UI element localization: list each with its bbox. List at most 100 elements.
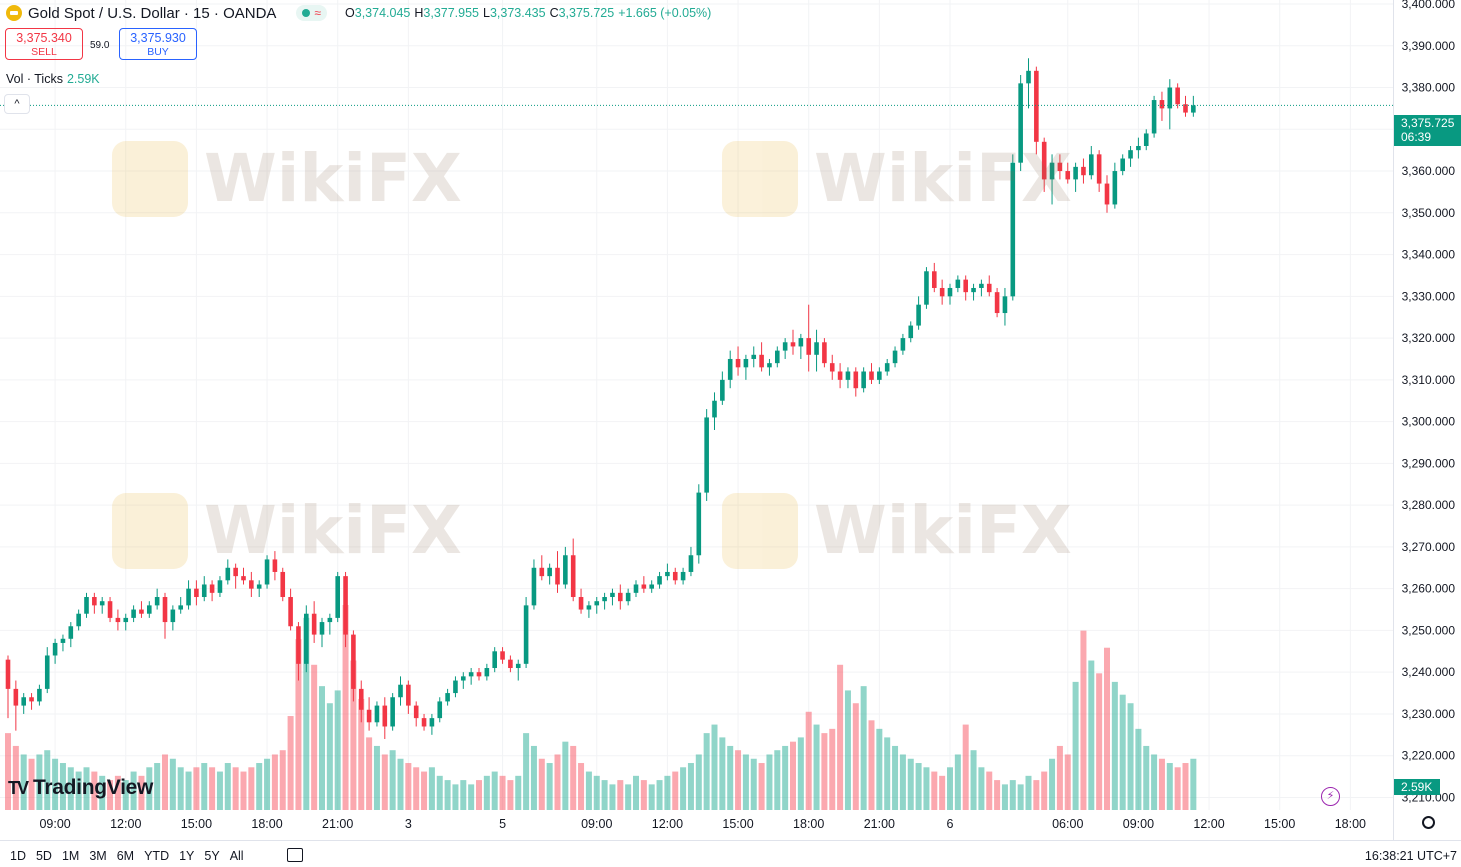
candle-body bbox=[264, 559, 270, 585]
candle-body bbox=[453, 680, 458, 694]
volume-bar bbox=[91, 771, 98, 810]
candle-body bbox=[916, 304, 921, 326]
volume-bar bbox=[303, 617, 310, 810]
price-tick-label: 3,350.000 bbox=[1402, 206, 1456, 220]
candle-body bbox=[468, 672, 474, 677]
volume-bar bbox=[915, 763, 922, 810]
candle-body bbox=[1128, 150, 1133, 159]
candle-body bbox=[578, 597, 584, 610]
volume-bar bbox=[1001, 784, 1008, 810]
candle-body bbox=[500, 651, 505, 660]
volume-bar bbox=[287, 716, 294, 810]
volume-bar bbox=[860, 686, 867, 810]
sell-label: SELL bbox=[31, 46, 57, 58]
candle-body bbox=[1041, 141, 1047, 180]
volume-bar bbox=[1064, 754, 1071, 810]
candle-body bbox=[971, 287, 976, 293]
price-tick-label: 3,360.000 bbox=[1402, 164, 1456, 178]
candle-body bbox=[963, 279, 968, 293]
volume-bar bbox=[224, 763, 231, 810]
candle-body bbox=[319, 622, 325, 635]
range-button[interactable]: 5Y bbox=[204, 849, 220, 863]
candle-body bbox=[610, 592, 615, 598]
range-button[interactable]: YTD bbox=[144, 849, 170, 863]
price-tick-label: 3,290.000 bbox=[1402, 456, 1456, 470]
volume-bar bbox=[468, 784, 475, 810]
symbol-title[interactable]: Gold Spot / U.S. Dollar · 15 · OANDA bbox=[28, 4, 277, 22]
volume-bar bbox=[366, 737, 373, 810]
candle-body bbox=[170, 609, 176, 623]
volume-bar bbox=[1151, 754, 1158, 810]
volume-bar bbox=[648, 784, 655, 810]
price-tick-label: 3,240.000 bbox=[1402, 665, 1456, 679]
candle-body bbox=[358, 688, 364, 710]
volume-bar bbox=[892, 745, 899, 810]
calendar-icon[interactable] bbox=[287, 848, 303, 862]
candle-body bbox=[327, 617, 333, 623]
timezone-clock[interactable]: 16:38:21 UTC+7 bbox=[1364, 849, 1457, 863]
time-tick-label: 21:00 bbox=[864, 817, 895, 831]
volume-bar bbox=[640, 780, 647, 810]
candle-body bbox=[186, 588, 191, 606]
buy-button[interactable]: 3,375.930 BUY bbox=[119, 28, 197, 60]
volume-bar bbox=[805, 711, 812, 810]
range-button[interactable]: 1D bbox=[10, 849, 26, 863]
candle-body bbox=[131, 609, 136, 618]
candle-body bbox=[13, 688, 19, 706]
candle-body bbox=[1010, 162, 1016, 297]
candle-body bbox=[476, 672, 482, 677]
candle-body bbox=[44, 655, 50, 689]
volume-bar bbox=[994, 780, 1001, 810]
volume-bar bbox=[680, 767, 687, 810]
range-button[interactable]: 5D bbox=[35, 849, 52, 863]
volume-bar bbox=[413, 767, 420, 810]
candle-body bbox=[767, 363, 772, 368]
candle-body bbox=[955, 279, 961, 288]
range-button[interactable]: All bbox=[229, 849, 244, 863]
volume-bar bbox=[750, 758, 757, 810]
collapse-legend-button[interactable]: ^ bbox=[4, 94, 30, 114]
sell-button[interactable]: 3,375.340 SELL bbox=[5, 28, 83, 60]
candle-body bbox=[5, 659, 11, 689]
candle-body bbox=[201, 584, 207, 598]
volume-bar bbox=[962, 724, 969, 810]
candle-body bbox=[892, 350, 898, 364]
volume-bar bbox=[1033, 780, 1040, 810]
gear-icon[interactable] bbox=[1422, 816, 1435, 829]
price-tick-label: 3,220.000 bbox=[1402, 749, 1456, 763]
candle-body bbox=[37, 688, 42, 702]
volume-bar bbox=[381, 754, 388, 810]
range-button[interactable]: 6M bbox=[116, 849, 135, 863]
volume-indicator-legend[interactable]: Vol · Ticks 2.59K bbox=[6, 72, 100, 86]
volume-bar bbox=[162, 754, 168, 810]
candle-body bbox=[814, 342, 819, 355]
lightning-icon[interactable]: ⚡ bbox=[1321, 787, 1340, 806]
candle-body bbox=[1089, 154, 1094, 176]
candle-body bbox=[1151, 100, 1157, 134]
volume-bar bbox=[295, 639, 302, 810]
price-tick-label: 3,320.000 bbox=[1402, 331, 1456, 345]
time-tick-label: 5 bbox=[499, 817, 506, 831]
volume-bar bbox=[28, 758, 35, 810]
candle-body bbox=[123, 617, 129, 623]
volume-bars bbox=[5, 605, 1197, 810]
volume-bar bbox=[326, 703, 333, 810]
candle-body bbox=[570, 555, 576, 598]
time-tick-label: 09:00 bbox=[581, 817, 612, 831]
volume-bar bbox=[20, 754, 27, 810]
candle-body bbox=[680, 571, 686, 581]
volume-bar bbox=[177, 767, 184, 810]
range-button[interactable]: 3M bbox=[89, 849, 107, 863]
candle-body bbox=[979, 283, 984, 288]
range-button[interactable]: 1Y bbox=[179, 849, 195, 863]
candle-body bbox=[492, 651, 497, 669]
candle-body bbox=[515, 663, 521, 669]
market-status-pill[interactable]: ≈ bbox=[296, 5, 328, 21]
volume-bar bbox=[1111, 681, 1118, 810]
candle-body bbox=[390, 697, 395, 727]
range-button[interactable]: 1M bbox=[61, 849, 80, 863]
tradingview-logo[interactable]: TV TradingView bbox=[8, 776, 154, 799]
volume-bar bbox=[36, 754, 43, 810]
volume-bar bbox=[1182, 763, 1189, 810]
